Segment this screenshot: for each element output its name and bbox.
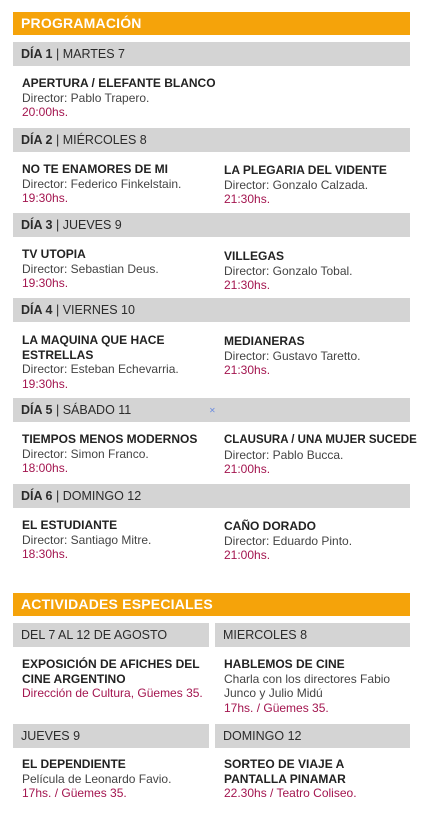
film-director: Director: Sebastian Deus. — [22, 261, 159, 276]
film-director: Director: Gonzalo Tobal. — [224, 263, 353, 278]
film-item: TIEMPOS MENOS MODERNOS Director: Simon F… — [22, 432, 222, 476]
film-title: LA PLEGARIA DEL VIDENTE — [224, 163, 387, 177]
day-name: VIERNES 10 — [62, 303, 135, 317]
day-5-bar: DÍA 5 | SÁBADO 11 — [13, 398, 410, 422]
activity-where: 22.30hs / Teatro Coliseo. — [224, 786, 357, 800]
activity-title: HABLEMOS DE CINE — [224, 657, 345, 671]
day-name: SÁBADO 11 — [62, 403, 132, 417]
day-3-bar: DÍA 3 | JUEVES 9 — [13, 213, 410, 237]
film-time: 20:00hs. — [22, 105, 69, 119]
day-name: MARTES 7 — [62, 47, 125, 61]
film-time: 18:30hs. — [22, 547, 69, 561]
film-director: Director: Gonzalo Calzada. — [224, 177, 369, 192]
day-num: DÍA 1 — [21, 47, 53, 61]
day-4-bar: DÍA 4 | VIERNES 10 — [13, 298, 410, 322]
film-item: MEDIANERAS Director: Gustavo Taretto. 21… — [224, 334, 424, 378]
day-1-bar: DÍA 1 | MARTES 7 — [13, 42, 410, 66]
film-time: 21:00hs. — [224, 548, 271, 562]
day-num: DÍA 6 — [21, 489, 53, 503]
activity-date-bar: JUEVES 9 — [13, 724, 209, 748]
activity-where: Dirección de Cultura, Güemes 35. — [22, 686, 203, 700]
activity-item: EXPOSICIÓN DE AFICHES DEL CINE ARGENTINO… — [22, 657, 207, 701]
film-title: APERTURA / ELEFANTE BLANCO — [22, 76, 216, 90]
day-num: DÍA 2 — [21, 133, 53, 147]
film-item: CAÑO DORADO Director: Eduardo Pinto. 21:… — [224, 519, 424, 563]
activity-date-bar: DOMINGO 12 — [215, 724, 410, 748]
day-2-bar: DÍA 2 | MIÉRCOLES 8 — [13, 128, 410, 152]
activity-date-bar: MIERCOLES 8 — [215, 623, 410, 647]
film-item: CLAUSURA / UNA MUJER SUCEDE Director: Pa… — [224, 433, 417, 477]
activity-where: 17hs. / Güemes 35. — [22, 786, 127, 800]
film-time: 21:30hs. — [224, 278, 271, 292]
film-time: 21:30hs. — [224, 363, 271, 377]
film-time: 19:30hs. — [22, 191, 69, 205]
activity-title: EL DEPENDIENTE — [22, 757, 126, 771]
film-time: 19:30hs. — [22, 376, 69, 391]
close-icon: ✕ — [209, 406, 216, 415]
activity-desc: Película de Leonardo Favio. — [22, 771, 172, 786]
activity-item: EL DEPENDIENTE Película de Leonardo Favi… — [22, 757, 207, 801]
film-title: MEDIANERAS — [224, 334, 305, 348]
day-num: DÍA 4 — [21, 303, 53, 317]
day-num: DÍA 3 — [21, 218, 53, 232]
film-item: VILLEGAS Director: Gonzalo Tobal. 21:30h… — [224, 249, 424, 293]
film-title: TV UTOPIA — [22, 247, 86, 261]
activity-item: SORTEO DE VIAJE A PANTALLA PINAMAR 22.30… — [224, 757, 409, 801]
day-6-bar: DÍA 6 | DOMINGO 12 — [13, 484, 410, 508]
day-num: DÍA 5 — [21, 403, 53, 417]
film-item: NO TE ENAMORES DE MI Director: Federico … — [22, 162, 222, 206]
film-director: Director: Esteban Echevarria. — [22, 362, 179, 376]
film-title: EL ESTUDIANTE — [22, 518, 118, 532]
day-name: JUEVES 9 — [62, 218, 122, 232]
film-item: TV UTOPIA Director: Sebastian Deus. 19:3… — [22, 247, 222, 291]
film-title: LA MAQUINA QUE HACE ESTRELLAS — [22, 333, 165, 362]
programacion-header: PROGRAMACIÓN — [13, 12, 410, 35]
film-title: TIEMPOS MENOS MODERNOS — [22, 432, 198, 446]
day-name: DOMINGO 12 — [62, 489, 142, 503]
activity-title: SORTEO DE VIAJE A PANTALLA PINAMAR — [224, 757, 346, 786]
film-time: 21:30hs. — [224, 192, 271, 206]
film-item: LA MAQUINA QUE HACE ESTRELLAS Director: … — [22, 333, 214, 391]
film-director: Director: Gustavo Taretto. — [224, 348, 361, 363]
actividades-header: ACTIVIDADES ESPECIALES — [13, 593, 410, 616]
film-director: Director: Pablo Trapero. — [22, 90, 150, 105]
film-item: APERTURA / ELEFANTE BLANCO Director: Pab… — [22, 76, 402, 120]
film-title: CLAUSURA / UNA MUJER SUCEDE — [224, 434, 417, 446]
activity-title: EXPOSICIÓN DE AFICHES DEL CINE ARGENTINO — [22, 657, 200, 686]
film-director: Director: Pablo Bucca. — [224, 447, 344, 462]
film-time: 18:00hs. — [22, 461, 69, 475]
film-time: 19:30hs. — [22, 276, 69, 290]
film-title: VILLEGAS — [224, 249, 285, 263]
film-director: Director: Federico Finkelstain. — [22, 176, 182, 191]
activity-where: 17hs. / Güemes 35. — [224, 700, 329, 715]
film-item: EL ESTUDIANTE Director: Santiago Mitre. … — [22, 518, 222, 562]
film-title: NO TE ENAMORES DE MI — [22, 162, 169, 176]
film-time: 21:00hs. — [224, 462, 271, 476]
activity-date-bar: DEL 7 AL 12 DE AGOSTO — [13, 623, 209, 647]
activity-item: HABLEMOS DE CINE Charla con los director… — [224, 657, 409, 715]
activity-desc: Charla con los directores Fabio Junco y … — [224, 671, 391, 701]
film-title: CAÑO DORADO — [224, 519, 316, 533]
film-item: LA PLEGARIA DEL VIDENTE Director: Gonzal… — [224, 163, 424, 207]
film-director: Director: Santiago Mitre. — [22, 532, 152, 547]
day-name: MIÉRCOLES 8 — [62, 133, 147, 147]
film-director: Director: Eduardo Pinto. — [224, 533, 353, 548]
film-director: Director: Simon Franco. — [22, 446, 149, 461]
